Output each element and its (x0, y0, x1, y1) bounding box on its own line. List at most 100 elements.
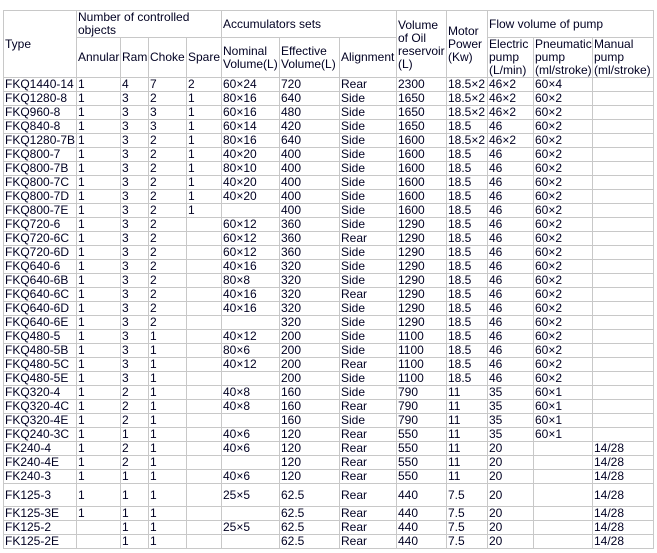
cell-type: FKQ480-5E (3, 371, 77, 386)
cell-manual-pump (592, 273, 654, 288)
cell-ram: 3 (120, 147, 149, 162)
cell-effective-volume: 62.5 (279, 534, 340, 549)
cell-spare (186, 357, 222, 372)
cell-pneumatic-pump: 60×2 (533, 273, 593, 288)
cell-choke: 3 (148, 105, 187, 120)
cell-motor-power: 18.5 (446, 147, 488, 162)
cell-oil-reservoir: 1100 (396, 343, 447, 358)
cell-ram: 3 (120, 175, 149, 190)
cell-oil-reservoir: 1600 (396, 161, 447, 176)
cell-nominal-volume: 25×5 (221, 520, 280, 535)
cell-motor-power: 18.5 (446, 273, 488, 288)
cell-effective-volume: 62.5 (279, 483, 340, 507)
cell-nominal-volume: 80×16 (221, 91, 280, 106)
cell-motor-power: 11 (446, 413, 488, 428)
cell-motor-power: 11 (446, 427, 488, 442)
cell-alignment: Rear (339, 534, 397, 549)
cell-alignment: Side (339, 259, 397, 274)
cell-pneumatic-pump: 60×4 (533, 77, 593, 92)
cell-ram: 3 (120, 315, 149, 330)
cell-effective-volume: 200 (279, 357, 340, 372)
cell-electric-pump: 46 (487, 119, 534, 134)
cell-alignment: Rear (339, 287, 397, 302)
cell-alignment: Side (339, 119, 397, 134)
cell-electric-pump: 46 (487, 371, 534, 386)
cell-spare (186, 245, 222, 260)
cell-motor-power: 18.5 (446, 343, 488, 358)
cell-annular: 1 (76, 385, 121, 400)
cell-pneumatic-pump: 60×2 (533, 189, 593, 204)
cell-effective-volume: 400 (279, 147, 340, 162)
cell-ram: 1 (120, 483, 149, 507)
cell-choke: 1 (148, 455, 187, 470)
table-row: FKQ800-7 1 3 2 1 40×20 400 Side 1600 18.5 46 60×2 (3, 147, 654, 162)
table-row: FKQ840-8 1 3 3 1 60×14 420 Side 1650 18.5 46 60×2 (3, 119, 654, 134)
table-row: FKQ320-4 1 2 1 40×8 160 Side 790 11 35 60×1 (3, 385, 654, 400)
cell-annular: 1 (76, 147, 121, 162)
cell-manual-pump (592, 91, 654, 106)
cell-alignment: Rear (339, 455, 397, 470)
cell-oil-reservoir: 1100 (396, 371, 447, 386)
table-row: FK240-4E 1 2 1 120 Rear 550 11 20 14/28 (3, 455, 654, 470)
cell-ram: 3 (120, 357, 149, 372)
cell-ram: 3 (120, 259, 149, 274)
cell-effective-volume: 160 (279, 399, 340, 414)
cell-spare (186, 520, 222, 535)
cell-annular: 1 (76, 371, 121, 386)
table-row: FK125-2E 1 1 62.5 Rear 440 7.5 20 14/28 (3, 534, 654, 549)
cell-type: FKQ720-6 (3, 217, 77, 232)
cell-electric-pump: 20 (487, 534, 534, 549)
cell-ram: 3 (120, 273, 149, 288)
cell-spare (186, 301, 222, 316)
cell-choke: 1 (148, 441, 187, 456)
cell-oil-reservoir: 440 (396, 520, 447, 535)
table-row: FKQ640-6C 1 3 2 40×16 320 Rear 1290 18.5 46 60×2 (3, 287, 654, 302)
cell-choke: 2 (148, 91, 187, 106)
header-type: Type (3, 10, 77, 78)
table-row: FKQ800-7C 1 3 2 1 40×20 400 Side 1600 18.5 46 60×2 (3, 175, 654, 190)
cell-oil-reservoir: 1600 (396, 147, 447, 162)
cell-nominal-volume: 60×24 (221, 77, 280, 92)
header-pneumatic-pump: Pneumatic pump (ml/stroke) (533, 37, 593, 78)
cell-spare: 2 (186, 77, 222, 92)
cell-spare (186, 273, 222, 288)
cell-ram: 3 (120, 91, 149, 106)
cell-motor-power: 18.5 (446, 161, 488, 176)
cell-annular: 1 (76, 413, 121, 428)
cell-alignment: Side (339, 371, 397, 386)
cell-effective-volume: 400 (279, 189, 340, 204)
header-effective-volume: Effective Volume(L) (279, 37, 340, 78)
cell-oil-reservoir: 1100 (396, 329, 447, 344)
cell-type: FKQ640-6C (3, 287, 77, 302)
cell-ram: 3 (120, 329, 149, 344)
cell-spare (186, 469, 222, 484)
cell-alignment: Rear (339, 357, 397, 372)
cell-choke: 1 (148, 427, 187, 442)
cell-spare (186, 217, 222, 232)
cell-nominal-volume: 40×12 (221, 329, 280, 344)
cell-choke: 2 (148, 273, 187, 288)
cell-manual-pump (592, 287, 654, 302)
cell-motor-power: 11 (446, 441, 488, 456)
cell-pneumatic-pump: 60×2 (533, 287, 593, 302)
cell-manual-pump: 14/28 (592, 483, 654, 507)
cell-alignment: Rear (339, 441, 397, 456)
cell-oil-reservoir: 790 (396, 399, 447, 414)
cell-electric-pump: 20 (487, 441, 534, 456)
cell-nominal-volume (221, 371, 280, 386)
cell-oil-reservoir: 550 (396, 427, 447, 442)
cell-nominal-volume: 40×6 (221, 441, 280, 456)
cell-nominal-volume: 40×16 (221, 287, 280, 302)
cell-choke: 1 (148, 534, 187, 549)
cell-effective-volume: 400 (279, 175, 340, 190)
cell-electric-pump: 46 (487, 315, 534, 330)
cell-electric-pump: 20 (487, 506, 534, 521)
cell-type: FKQ640-6D (3, 301, 77, 316)
cell-annular: 1 (76, 133, 121, 148)
cell-type: FKQ640-6E (3, 315, 77, 330)
cell-alignment: Side (339, 343, 397, 358)
cell-motor-power: 7.5 (446, 483, 488, 507)
cell-pneumatic-pump: 60×2 (533, 217, 593, 232)
cell-alignment: Side (339, 147, 397, 162)
cell-oil-reservoir: 440 (396, 483, 447, 507)
